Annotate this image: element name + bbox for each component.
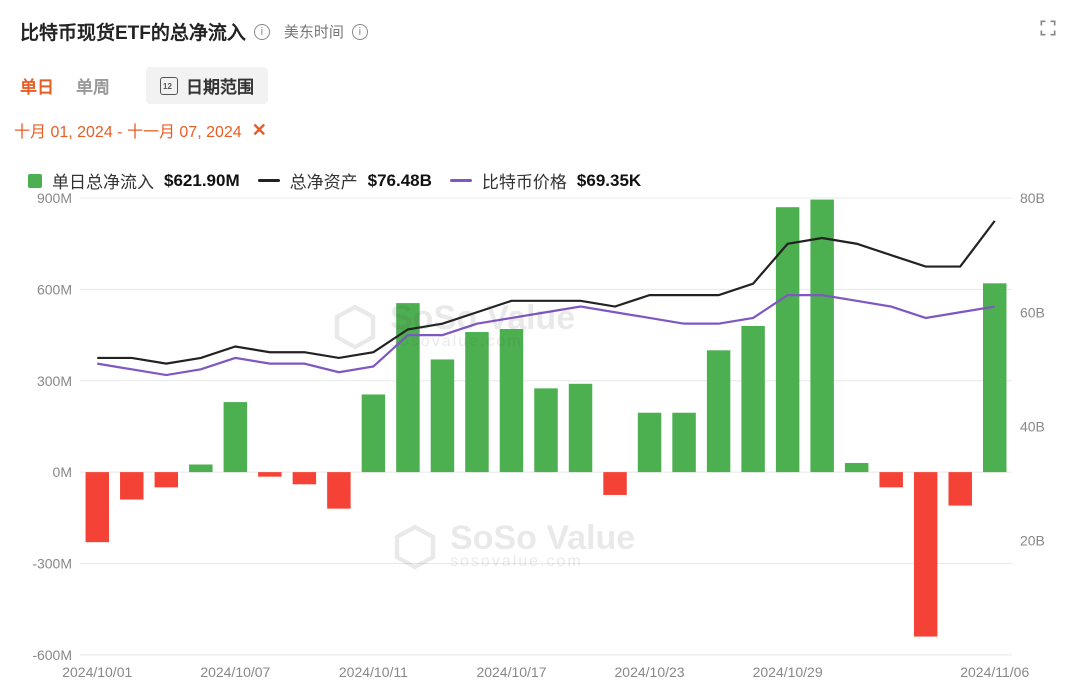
svg-text:2024/10/29: 2024/10/29 (753, 664, 823, 680)
tab-daily[interactable]: 单日 (20, 73, 54, 98)
expand-icon[interactable] (1038, 18, 1058, 38)
svg-text:-300M: -300M (32, 555, 72, 571)
svg-text:2024/10/11: 2024/10/11 (339, 664, 408, 680)
legend-value-price: $69.35K (577, 171, 641, 191)
legend-value-netflow: $621.90M (164, 171, 240, 191)
svg-text:900M: 900M (37, 190, 72, 206)
legend-swatch-assets (258, 179, 280, 182)
chart-area: -600M -300M 0M 300M 600M 900M 20B 40B 60B 80B 2024… (18, 190, 1062, 683)
svg-text:80B: 80B (1020, 190, 1045, 206)
legend-value-assets: $76.48B (368, 171, 432, 191)
info-icon[interactable]: i (254, 24, 270, 40)
svg-text:60B: 60B (1020, 304, 1045, 320)
legend-swatch-price (450, 179, 472, 182)
svg-text:600M: 600M (37, 281, 72, 297)
svg-text:20B: 20B (1020, 533, 1045, 549)
page-title: 比特币现货ETF的总净流入 (20, 18, 246, 45)
watermark-brand-2: SoSo Value (450, 523, 635, 554)
svg-text:2024/10/23: 2024/10/23 (615, 664, 685, 680)
date-range-text: 十月 01, 2024 - 十一月 07, 2024 (14, 118, 242, 142)
clear-range-icon[interactable]: ✕ (252, 120, 267, 141)
date-range-button[interactable]: 日期范围 (146, 67, 268, 104)
watermark-brand: SoSo Value (390, 303, 575, 334)
svg-text:2024/10/01: 2024/10/01 (62, 664, 132, 680)
svg-text:40B: 40B (1020, 418, 1045, 434)
svg-text:2024/11/06: 2024/11/06 (960, 664, 1029, 680)
calendar-icon (160, 77, 178, 95)
svg-text:-600M: -600M (32, 647, 72, 663)
svg-text:0M: 0M (53, 464, 72, 480)
date-range-label: 日期范围 (186, 73, 254, 98)
legend-swatch-netflow (28, 174, 42, 188)
svg-text:300M: 300M (37, 373, 72, 389)
timezone-info-icon[interactable]: i (352, 24, 368, 40)
svg-text:2024/10/07: 2024/10/07 (200, 664, 270, 680)
svg-text:2024/10/17: 2024/10/17 (476, 664, 546, 680)
timezone-label: 美东时间 (284, 21, 344, 42)
tab-weekly[interactable]: 单周 (76, 73, 110, 98)
